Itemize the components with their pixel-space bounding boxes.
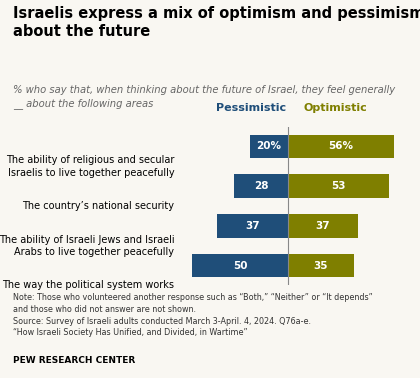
Text: 35: 35 bbox=[314, 260, 328, 271]
Bar bbox=[249, 135, 288, 158]
Bar bbox=[288, 174, 389, 198]
Text: Pessimistic: Pessimistic bbox=[215, 103, 286, 113]
Text: PEW RESEARCH CENTER: PEW RESEARCH CENTER bbox=[13, 356, 135, 365]
Text: Optimistic: Optimistic bbox=[304, 103, 367, 113]
Text: 37: 37 bbox=[245, 221, 260, 231]
Bar bbox=[288, 254, 354, 277]
Text: 20%: 20% bbox=[256, 141, 281, 152]
Text: The ability of religious and secular
Israelis to live together peacefully: The ability of religious and secular Isr… bbox=[6, 155, 174, 178]
Text: 56%: 56% bbox=[328, 141, 354, 152]
Text: The way the political system works: The way the political system works bbox=[2, 280, 174, 290]
Bar bbox=[192, 254, 288, 277]
Text: 37: 37 bbox=[315, 221, 330, 231]
Text: 53: 53 bbox=[331, 181, 345, 191]
Bar bbox=[288, 135, 394, 158]
Text: Israelis express a mix of optimism and pessimism
about the future: Israelis express a mix of optimism and p… bbox=[13, 6, 420, 39]
Text: Note: Those who volunteered another response such as “Both,” “Neither” or “It de: Note: Those who volunteered another resp… bbox=[13, 293, 373, 337]
Bar bbox=[288, 214, 358, 238]
Text: % who say that, when thinking about the future of Israel, they feel generally
__: % who say that, when thinking about the … bbox=[13, 85, 395, 109]
Text: The ability of Israeli Jews and Israeli
Arabs to live together peacefully: The ability of Israeli Jews and Israeli … bbox=[0, 234, 174, 257]
Bar bbox=[234, 174, 288, 198]
Text: 28: 28 bbox=[254, 181, 268, 191]
Text: 50: 50 bbox=[233, 260, 247, 271]
Text: The country’s national security: The country’s national security bbox=[22, 201, 174, 211]
Bar bbox=[217, 214, 288, 238]
